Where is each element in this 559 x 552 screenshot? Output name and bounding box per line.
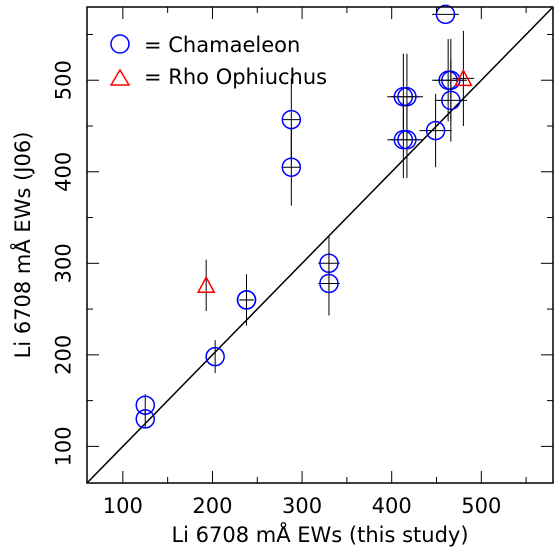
- x-tick-label: 200: [192, 494, 232, 518]
- series-chamaeleon: [135, 4, 467, 429]
- x-tick-label: 300: [282, 494, 322, 518]
- x-tick-label: 500: [461, 494, 501, 518]
- legend-label-chamaeleon: = Chamaeleon: [144, 33, 300, 57]
- data-point: [441, 90, 461, 111]
- legend: = Chamaeleon = Rho Ophiuchus: [109, 33, 327, 89]
- data-point: [135, 409, 155, 429]
- y-tick-label: 400: [51, 152, 75, 192]
- data-point: [435, 4, 456, 25]
- y-tick-label: 500: [51, 60, 75, 100]
- y-axis-label: Li 6708 mÅ EWs (J06): [9, 132, 35, 359]
- data-point: [281, 157, 302, 177]
- legend-label-rho-ophiuchus: = Rho Ophiuchus: [144, 65, 327, 89]
- legend-item-chamaeleon: = Chamaeleon: [110, 33, 300, 57]
- y-tick-label: 200: [51, 335, 75, 375]
- one-to-one-line: [86, 6, 554, 484]
- legend-triangle-marker: [109, 68, 131, 86]
- x-axis-label: Li 6708 mÅ EWs (this study): [171, 521, 468, 547]
- x-tick-label: 100: [103, 494, 143, 518]
- data-point: [425, 120, 446, 141]
- axis-ticks: 100 200 300 400 500 100 200 300 400 500: [51, 7, 553, 518]
- legend-circle-marker: [110, 34, 130, 54]
- data-point: [319, 273, 339, 294]
- data-point: [236, 290, 257, 310]
- y-tick-label: 100: [51, 426, 75, 466]
- plot-frame: [86, 6, 554, 484]
- data-point: [454, 68, 473, 87]
- data-point: [196, 275, 216, 294]
- legend-item-rho-ophiuchus: = Rho Ophiuchus: [109, 65, 327, 89]
- y-tick-label: 300: [51, 243, 75, 283]
- plot-content: [86, 4, 554, 484]
- data-point: [397, 129, 417, 150]
- data-point: [281, 109, 302, 130]
- series-rho-ophiuchus: [196, 30, 475, 311]
- data-point: [205, 346, 225, 367]
- x-tick-label: 400: [372, 494, 412, 518]
